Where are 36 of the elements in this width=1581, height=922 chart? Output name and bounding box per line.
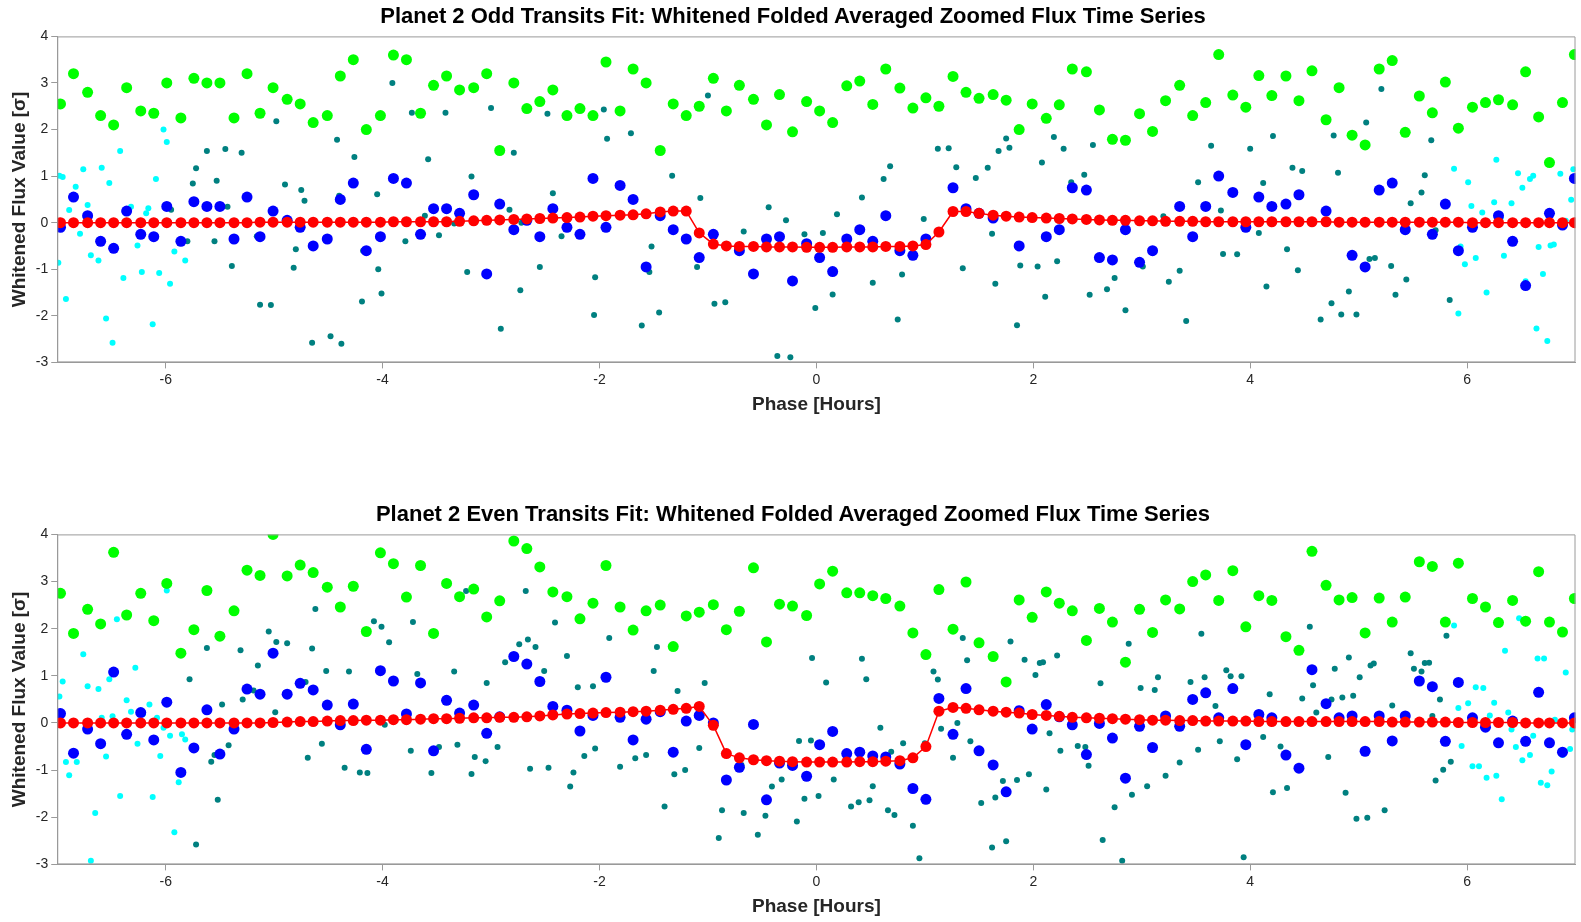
x-tick-label: 2	[1029, 370, 1038, 387]
y-tick-label: 2	[40, 120, 49, 137]
y-tick-label: 2	[40, 619, 49, 636]
y-tick-label: 3	[40, 572, 49, 589]
y-tick-label: 0	[40, 213, 49, 230]
x-tick-label: -6	[159, 370, 173, 387]
y-tick-label: -3	[35, 353, 49, 370]
x-tick-label: -2	[593, 872, 606, 889]
chart-title: Planet 2 Odd Transits Fit: Whitened Folded Averaged Zoomed Flux Time Series	[380, 3, 1206, 29]
x-axis-title: Phase [Hours]	[751, 392, 881, 414]
y-tick-label: 0	[40, 713, 49, 730]
x-tick-label: 6	[1463, 370, 1472, 387]
x-tick-label: 4	[1246, 872, 1255, 889]
x-tick-label: -6	[159, 872, 173, 889]
y-axis-title: Whitened Flux Value [σ]	[7, 91, 29, 308]
y-tick-label: 1	[40, 666, 49, 683]
y-tick-label: -1	[35, 760, 49, 777]
y-tick-label: 4	[40, 525, 49, 542]
x-tick-label: 0	[812, 370, 821, 387]
x-tick-label: 2	[1029, 872, 1038, 889]
y-tick-label: -1	[35, 260, 49, 277]
x-tick-label: 4	[1246, 370, 1255, 387]
x-tick-label: -4	[376, 872, 390, 889]
x-axis-title: Phase [Hours]	[751, 894, 881, 916]
x-tick-label: -2	[593, 370, 606, 387]
chart-title: Planet 2 Even Transits Fit: Whitened Folded Averaged Zoomed Flux Time Series	[375, 501, 1211, 527]
y-tick-label: 3	[40, 73, 49, 90]
y-tick-label: -2	[35, 808, 49, 825]
y-axis-title: Whitened Flux Value [σ]	[7, 591, 29, 808]
y-tick-label: 1	[40, 166, 49, 183]
x-tick-label: 0	[812, 872, 821, 889]
y-tick-label: -2	[35, 306, 49, 323]
x-tick-label: -4	[376, 370, 390, 387]
y-tick-label: -3	[35, 855, 49, 872]
x-tick-label: 6	[1463, 872, 1472, 889]
y-tick-label: 4	[40, 27, 49, 44]
